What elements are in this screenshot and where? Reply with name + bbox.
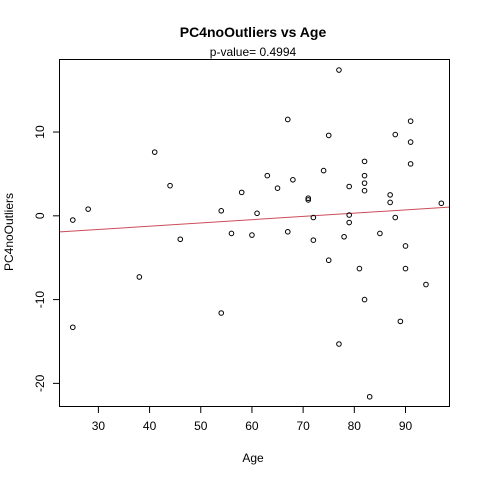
data-point bbox=[69, 217, 76, 223]
data-point bbox=[310, 237, 317, 243]
data-point bbox=[167, 182, 173, 189]
x-tick-label: 60 bbox=[245, 419, 259, 433]
data-point bbox=[218, 310, 225, 316]
chart-title: PC4noOutliers vs Age bbox=[180, 24, 327, 40]
y-axis-label: PC4noOutliers bbox=[2, 193, 16, 271]
data-point bbox=[305, 195, 312, 202]
data-point bbox=[402, 243, 409, 249]
data-point bbox=[284, 116, 291, 123]
x-tick-label: 30 bbox=[92, 419, 106, 433]
data-point bbox=[361, 172, 368, 179]
data-point bbox=[392, 214, 399, 221]
y-tick-label: -20 bbox=[33, 374, 47, 392]
data-point bbox=[249, 232, 255, 238]
data-point bbox=[392, 131, 399, 138]
data-point bbox=[69, 324, 76, 331]
data-point bbox=[366, 393, 373, 400]
plot-frame bbox=[59, 59, 450, 407]
data-point bbox=[361, 158, 368, 165]
data-point bbox=[238, 189, 245, 196]
data-point bbox=[361, 187, 368, 194]
data-point bbox=[85, 206, 91, 212]
data-point bbox=[407, 161, 414, 167]
y-axis: 10 0 -10 -20 bbox=[33, 125, 60, 392]
x-tick-label: 40 bbox=[143, 419, 157, 433]
x-tick-label: 70 bbox=[296, 419, 310, 433]
data-point bbox=[274, 185, 281, 191]
data-point bbox=[438, 200, 445, 207]
data-point bbox=[320, 167, 327, 174]
x-axis: 30 40 50 60 70 80 90 bbox=[92, 406, 413, 433]
data-point bbox=[377, 230, 383, 237]
data-point bbox=[387, 199, 393, 206]
data-point bbox=[254, 210, 260, 217]
data-point bbox=[346, 212, 352, 218]
data-point bbox=[284, 228, 291, 235]
data-point bbox=[346, 219, 352, 226]
data-point bbox=[341, 233, 347, 240]
regression-line bbox=[59, 206, 450, 233]
data-point bbox=[407, 118, 414, 124]
data-point bbox=[218, 207, 225, 214]
data-point bbox=[397, 318, 404, 325]
data-point bbox=[407, 139, 414, 145]
y-tick-label: 10 bbox=[33, 125, 47, 139]
data-point bbox=[325, 132, 332, 139]
x-tick-label: 90 bbox=[399, 419, 413, 433]
data-point bbox=[402, 265, 409, 272]
points-layer bbox=[69, 67, 445, 400]
data-point bbox=[228, 230, 235, 237]
data-point bbox=[423, 281, 429, 288]
data-point bbox=[290, 177, 296, 183]
data-point bbox=[151, 149, 158, 155]
data-point bbox=[361, 296, 368, 303]
data-point bbox=[387, 192, 393, 198]
data-point bbox=[361, 180, 368, 186]
data-point bbox=[336, 67, 342, 73]
x-tick-label: 50 bbox=[194, 419, 208, 433]
x-tick-label: 80 bbox=[348, 419, 362, 433]
data-point bbox=[325, 257, 332, 264]
data-point bbox=[336, 341, 342, 347]
data-point bbox=[177, 236, 184, 243]
data-point bbox=[310, 214, 317, 221]
y-tick-label: 0 bbox=[33, 212, 47, 219]
chart-subtitle: p-value= 0.4994 bbox=[210, 45, 297, 59]
data-point bbox=[136, 274, 143, 280]
x-axis-label: Age bbox=[242, 451, 264, 465]
data-point bbox=[356, 265, 363, 272]
data-point bbox=[346, 183, 352, 190]
y-tick-label: -10 bbox=[33, 291, 47, 309]
data-point bbox=[305, 197, 312, 203]
data-point bbox=[264, 172, 271, 179]
regression-line-layer bbox=[59, 206, 450, 233]
